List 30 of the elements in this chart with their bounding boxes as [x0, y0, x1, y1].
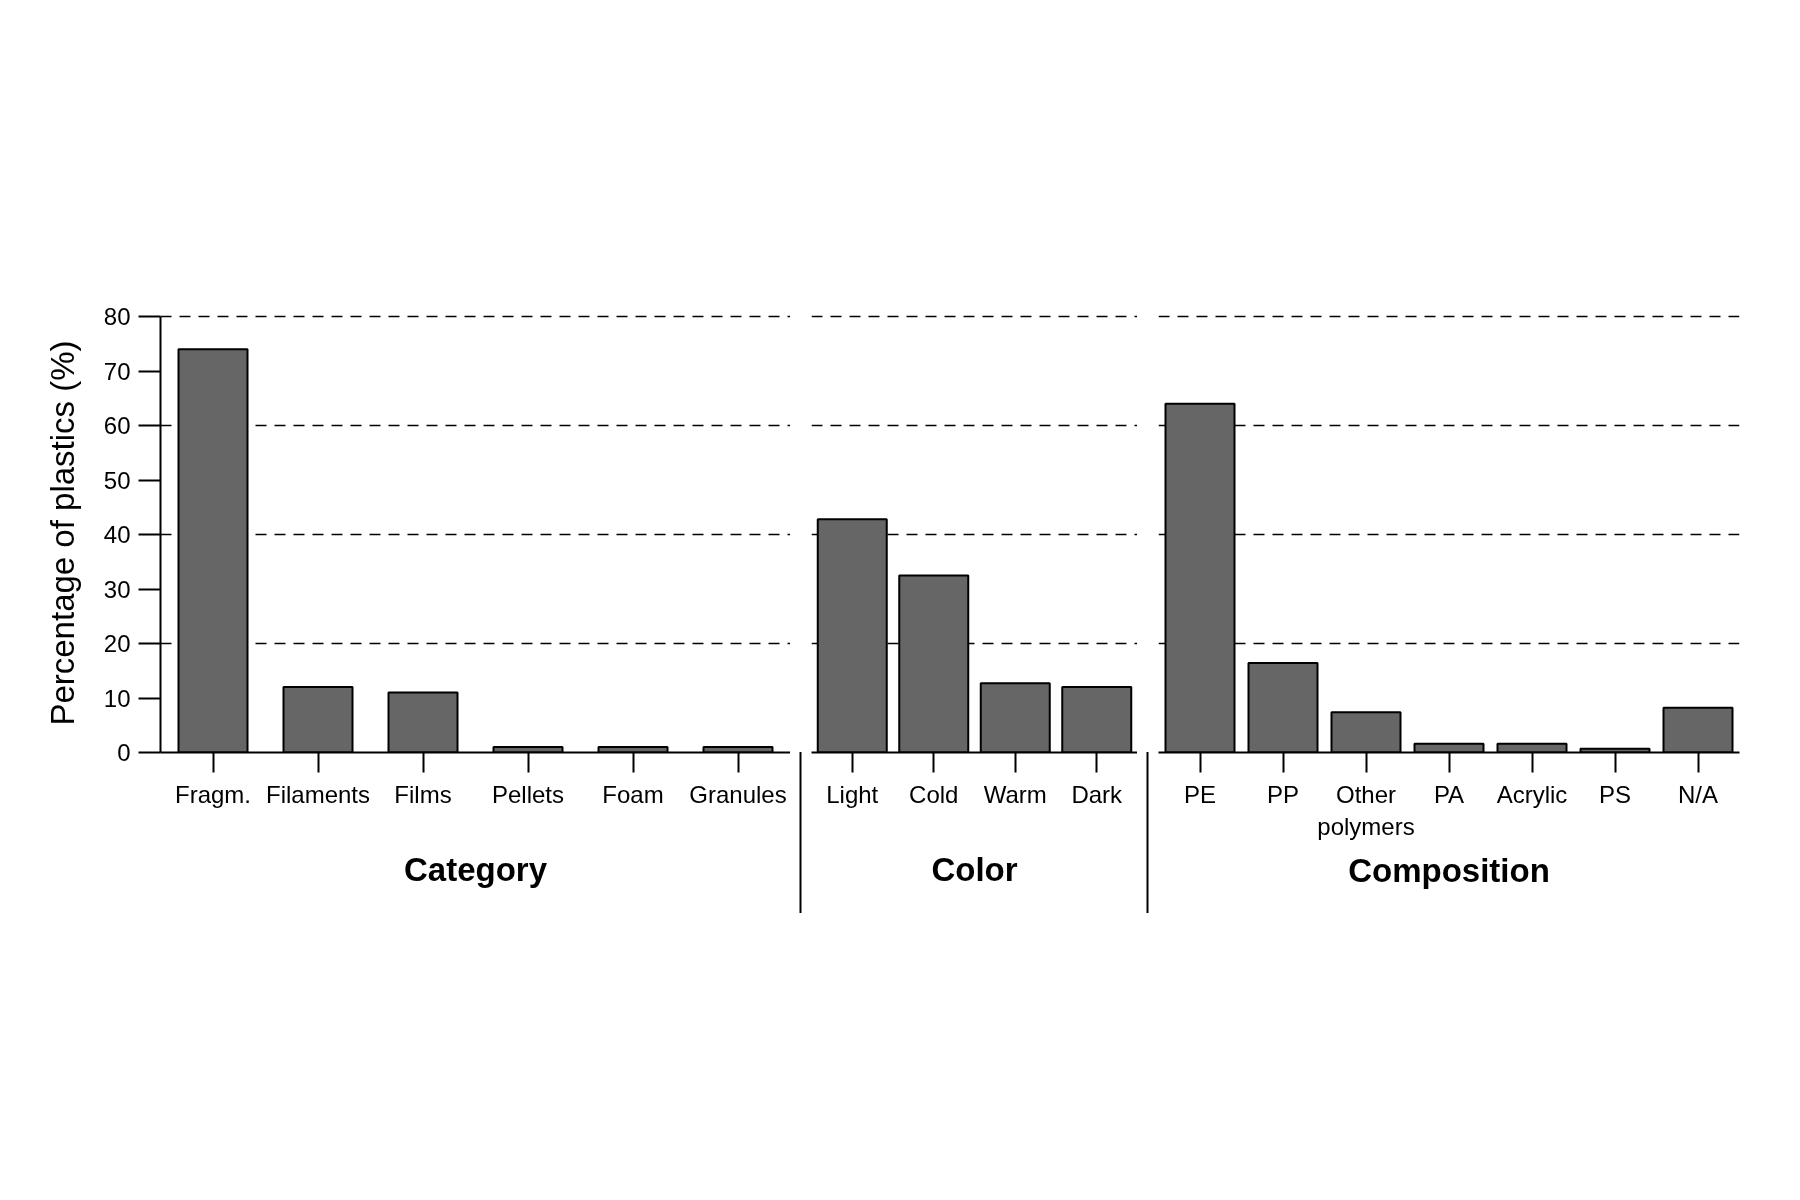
- y-axis-title: Percentage of plastics (%): [43, 340, 81, 726]
- x-tick-label: Granules: [689, 780, 787, 808]
- x-tick-label: PE: [1183, 780, 1217, 808]
- x-axis-title: Color: [931, 850, 1018, 888]
- x-tick-label: Films: [394, 780, 452, 808]
- y-tick-label: 0: [117, 739, 131, 766]
- x-tick-label: Fragm.: [175, 780, 252, 808]
- x-tick-label: PS: [1598, 780, 1632, 808]
- x-axis-title: Category: [403, 850, 548, 888]
- y-tick-label: 80: [103, 303, 131, 330]
- x-tick-label: Cold: [909, 780, 959, 808]
- x-tick-label: Pellets: [491, 780, 565, 808]
- x-tick-label: N/A: [1678, 780, 1719, 808]
- y-tick-label: 40: [103, 521, 131, 548]
- x-tick-label: PA: [1433, 780, 1465, 808]
- y-tick-label: 10: [103, 684, 131, 712]
- x-tick-label: Other polymers: [1317, 780, 1415, 840]
- y-tick-label: 30: [103, 575, 131, 603]
- x-tick-label: Light: [826, 780, 879, 808]
- x-tick-label: Dark: [1071, 780, 1124, 808]
- y-tick-label: 20: [103, 630, 131, 657]
- x-axis-title: Composition: [1348, 851, 1550, 889]
- x-tick-label: Acrylic: [1496, 780, 1568, 808]
- x-tick-label: Filaments: [265, 780, 371, 808]
- x-tick-label: Warm: [983, 780, 1047, 808]
- x-tick-label: PP: [1266, 780, 1300, 808]
- x-tick-label: Foam: [602, 780, 664, 808]
- y-tick-label: 70: [103, 357, 131, 385]
- y-tick-label: 50: [103, 466, 131, 494]
- y-tick-label: 60: [103, 412, 131, 439]
